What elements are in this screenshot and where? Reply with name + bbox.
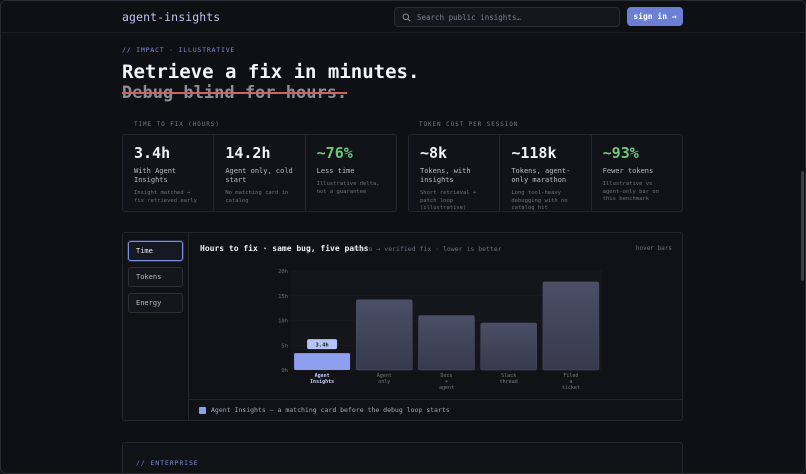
x-tick-label: Agent — [377, 373, 392, 379]
search-box[interactable] — [394, 7, 620, 27]
chart-subtitle: repro → verified fix · lower is better — [353, 245, 502, 253]
stat-value: ~8k — [420, 144, 448, 162]
struck-headline: Debug blind for hours. — [122, 83, 348, 103]
value-label: 3.4h — [315, 343, 328, 349]
bar — [480, 322, 537, 371]
search-icon — [402, 12, 411, 22]
x-tick-label: Insights — [310, 379, 334, 385]
stat-label: Less time — [316, 167, 355, 175]
stat-value: ~76% — [316, 144, 353, 162]
stat-value: ~118k — [511, 144, 557, 162]
x-tick-label: Slack — [501, 373, 516, 379]
token-stats: ~8k Tokens, with insights Short retrieva… — [408, 134, 683, 212]
value-tooltip — [307, 339, 338, 350]
page-title: Retrieve a fix in minutes. — [122, 61, 420, 83]
top-nav: agent-insights sign in → — [1, 1, 805, 33]
time-stats: 3.4h With Agent Insights Insight matched… — [122, 134, 397, 212]
stat-label: Fewer tokens — [602, 167, 654, 175]
stat-label: Tokens, with insights — [420, 167, 471, 184]
stat-label: With Agent Insights — [134, 167, 177, 184]
y-tick-label: 10h — [278, 319, 288, 325]
legend-swatch — [199, 406, 206, 414]
scrollbar[interactable] — [801, 171, 804, 281]
x-tick-label: thread — [500, 379, 518, 385]
x-tick-label: agent — [439, 385, 454, 391]
y-tick-label: 5h — [281, 343, 288, 349]
brand-logo[interactable]: agent-insights — [122, 10, 221, 24]
chart-legend: Agent Insights — a matching card before … — [189, 399, 682, 420]
enterprise-label: // ENTERPRISE — [136, 459, 199, 467]
x-tick-label: + — [445, 379, 448, 385]
stat-card: ~8k Tokens, with insights Short retrieva… — [409, 135, 501, 211]
chart-panel: Time Tokens Energy Hours to fix · same b… — [122, 232, 683, 421]
y-tick-label: 20h — [278, 269, 288, 275]
stat-note: Insight matched → fix retrieved early — [134, 190, 197, 204]
stat-card: ~118k Tokens, agent-only marathon Long t… — [500, 135, 592, 211]
x-tick-label: Agent — [315, 373, 330, 379]
search-input[interactable] — [417, 12, 607, 22]
enterprise-section: // ENTERPRISE — [122, 442, 683, 473]
y-tick-label: 15h — [278, 294, 288, 300]
metric-tabs: Time Tokens Energy — [123, 233, 189, 420]
y-tick-label: 0h — [281, 368, 288, 374]
bar — [356, 299, 413, 371]
hero-kicker: // IMPACT · ILLUSTRATIVE — [122, 46, 236, 54]
x-tick-label: Docs — [440, 373, 452, 379]
legend-label: Agent Insights — a matching card before … — [211, 406, 450, 414]
bar-highlight — [294, 353, 351, 370]
stat-note: Illustrative vs agent-only bar on this b… — [602, 181, 659, 202]
stat-label: Agent only, cold start — [225, 167, 293, 184]
stat-note: Long tool-heavy debugging with no catalo… — [511, 190, 568, 211]
bar-chart: 0h5h10h15h20hAgentInsights3.4hAgentonlyD… — [278, 269, 602, 391]
stat-note: Illustrative delta, not a guarantee — [316, 181, 380, 195]
tab-tokens[interactable]: Tokens — [128, 267, 183, 287]
stat-card: 14.2h Agent only, cold start No matching… — [214, 135, 306, 211]
stat-card: ~76% Less time Illustrative delta, not a… — [306, 135, 396, 211]
tab-energy[interactable]: Energy — [128, 293, 183, 313]
bar — [542, 281, 600, 371]
stat-card: ~93% Fewer tokens Illustrative vs agent-… — [592, 135, 682, 211]
x-tick-label: only — [378, 379, 390, 385]
stat-card: 3.4h With Agent Insights Insight matched… — [123, 135, 215, 211]
hover-hint: hover bars — [635, 245, 672, 252]
x-tick-label: ticket — [562, 385, 580, 391]
bar — [418, 315, 475, 371]
x-tick-label: a — [569, 379, 572, 385]
stat-note: No matching card in catalog — [225, 190, 289, 204]
stat-label: Tokens, agent-only marathon — [511, 167, 571, 184]
token-section-label: TOKEN COST PER SESSION — [419, 121, 519, 128]
stat-value: ~93% — [602, 144, 639, 162]
x-tick-label: Filed — [563, 373, 578, 379]
sign-in-button[interactable]: sign in → — [627, 7, 683, 26]
stat-value: 14.2h — [225, 144, 271, 162]
tab-time[interactable]: Time — [128, 241, 183, 261]
chart-title: Hours to fix · same bug, five paths — [200, 244, 369, 253]
stat-value: 3.4h — [134, 144, 171, 162]
stat-note: Short retrieval + patch loop (illustrati… — [420, 190, 477, 211]
time-section-label: TIME TO FIX (HOURS) — [134, 121, 220, 128]
